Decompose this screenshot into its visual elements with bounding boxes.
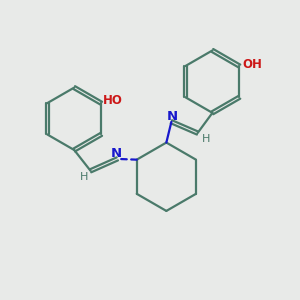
Text: H: H [202,134,210,144]
Text: N: N [111,147,122,160]
Text: H: H [80,172,88,182]
Text: N: N [167,110,178,123]
Text: OH: OH [242,58,262,71]
Text: HO: HO [103,94,122,107]
